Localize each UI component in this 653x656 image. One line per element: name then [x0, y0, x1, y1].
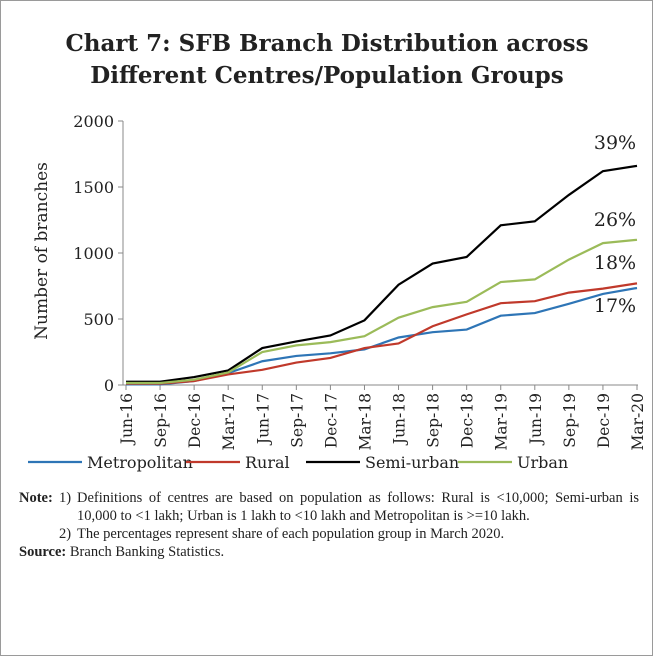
notes: Note: 1) Definitions of centres are based …	[19, 489, 639, 561]
annotation: 17%	[594, 295, 636, 317]
note-number: 2)	[59, 526, 72, 542]
note-label	[19, 525, 59, 543]
x-tick-label: Mar-18	[356, 393, 374, 450]
x-tick-label: Mar-17	[220, 393, 238, 450]
note-row: Note: 1) Definitions of centres are based …	[19, 489, 639, 525]
y-tick-label: 2000	[73, 112, 114, 131]
source-label: Source:	[19, 544, 67, 560]
x-tick-label: Dec-19	[595, 393, 613, 448]
x-tick-label: Dec-18	[459, 393, 477, 448]
annotation: 39%	[594, 132, 636, 154]
x-tick-label: Sep-17	[288, 393, 306, 448]
note-text: The percentages represent share of each …	[77, 526, 505, 542]
x-tick-label: Sep-16	[152, 393, 170, 448]
annotation: 26%	[594, 209, 636, 231]
x-tick-label: Sep-19	[561, 393, 579, 448]
x-tick-label: Mar-20	[629, 393, 647, 450]
x-tick-label: Jun-18	[391, 393, 409, 446]
x-tick-label: Jun-16	[118, 393, 136, 446]
x-tick-label: Jun-17	[254, 393, 272, 446]
legend-label: Rural	[245, 453, 290, 472]
x-tick-label: Sep-18	[425, 393, 443, 448]
y-tick-label: 500	[83, 310, 114, 329]
x-tick-label: Jun-19	[527, 393, 545, 446]
series-line	[126, 164, 638, 383]
source: Source: Branch Banking Statistics.	[19, 543, 639, 561]
series-line	[126, 238, 638, 385]
note-number: 1)	[59, 490, 72, 506]
x-tick-label: Mar-19	[493, 393, 511, 450]
note-label: Note:	[19, 490, 53, 506]
x-tick-label: Dec-17	[322, 393, 340, 448]
source-text: Branch Banking Statistics.	[69, 544, 225, 560]
y-tick-label: 1000	[73, 244, 114, 263]
chart: Chart 7: SFB Branch Distribution across D…	[28, 30, 647, 472]
note-row: 2) The percentages represent share of eac…	[19, 525, 639, 543]
note-text: Definitions of centres are based on popu…	[77, 490, 639, 524]
legend-label: Urban	[517, 453, 568, 472]
y-tick-label: 0	[104, 376, 114, 395]
annotation: 18%	[594, 252, 636, 274]
legend-label: Metropolitan	[87, 453, 193, 472]
y-axis-label: Number of branches	[32, 162, 52, 340]
legend-label: Semi-urban	[365, 453, 459, 472]
chart-title: Chart 7: SFB Branch Distribution across D…	[65, 30, 588, 89]
y-tick-label: 1500	[73, 178, 114, 197]
series-line	[126, 282, 638, 385]
x-tick-label: Dec-16	[186, 393, 204, 448]
